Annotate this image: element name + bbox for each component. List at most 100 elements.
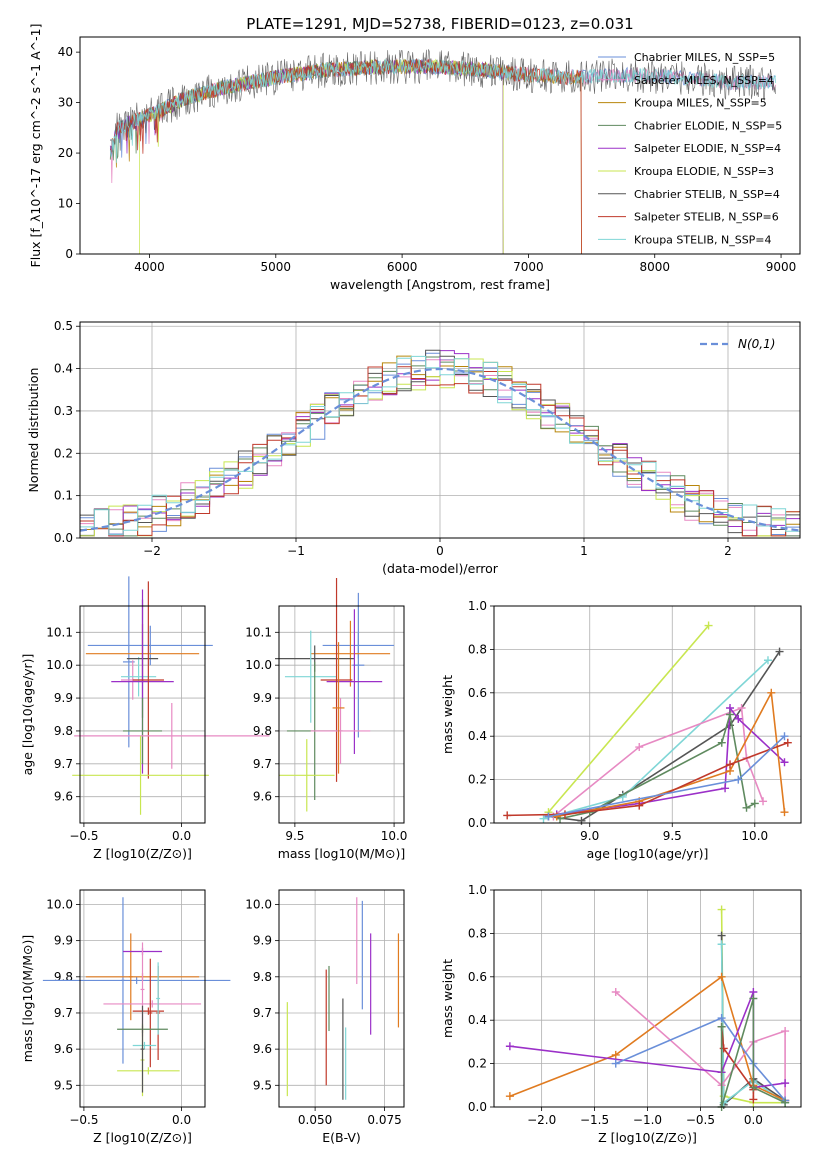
weight-series-line: [547, 624, 710, 813]
y-tick-label: 0.0: [468, 816, 487, 830]
spectrum-legend: Chabrier MILES, N_SSP=5 Salpeter MILES, N…: [598, 51, 782, 246]
y-tick-label: 1.0: [468, 883, 487, 897]
weight-point: [577, 816, 586, 825]
y-tick-label: 10.0: [245, 897, 272, 911]
y-tick-label: 10.0: [245, 658, 272, 672]
weight-lines: [503, 621, 792, 825]
y-tick-label: 0.8: [468, 642, 487, 656]
residuals-histogram-panel: −2 −1 0 1 2 0.0 0.1 0.2 0.3 0.4 0.5 (data-model)/er…: [26, 319, 801, 576]
weight-point: [726, 760, 735, 769]
weight-point: [749, 994, 758, 1003]
x-tick-label: 10.0: [381, 829, 408, 843]
plot-frame: [79, 321, 801, 539]
y-tick-label: 9.7: [54, 757, 73, 771]
spectrum-panel: 4000 5000 6000 7000 8000 9000 0 10 20 30 40 wavelen…: [28, 24, 801, 292]
y-tick-label: 9.9: [54, 934, 73, 948]
mass-vs-metallicity-panel: −0.5 0.0 9.5 9.6 9.7 9.8 9.9 10.0 Z [log10(Z/Z⊙)…: [20, 889, 231, 1145]
x-tick-label: 9.5: [663, 829, 682, 843]
x-tick-label: 7000: [513, 260, 544, 274]
y-tick-label: 9.5: [253, 1078, 272, 1092]
weight-point: [539, 814, 548, 823]
weight-point: [781, 1098, 790, 1107]
weight-point: [750, 799, 759, 808]
spectrum-line: [109, 59, 777, 163]
x-tick-label: 0.0: [744, 1113, 763, 1127]
y-tick-label: 0.1: [54, 489, 73, 503]
weight-point: [726, 710, 735, 719]
error-bars: [72, 576, 270, 815]
weight-point: [505, 1042, 514, 1051]
legend-entry: Chabrier ELODIE, N_SSP=5: [634, 119, 782, 132]
x-tick-label: 4000: [134, 260, 165, 274]
weight-point: [737, 703, 746, 712]
age-vs-mass-panel: 9.5 10.0 9.6 9.7 9.8 9.9 10.0 10.1 mass [log10(M…: [245, 578, 407, 861]
ticks: −2 −1 0 1 2 0.0 0.1 0.2 0.3 0.4 0.5: [54, 319, 732, 558]
y-tick-label: 40: [58, 45, 73, 59]
error-bars: [275, 578, 395, 812]
weight-point: [635, 743, 644, 752]
weight-point: [717, 1014, 726, 1023]
y-axis-label: mass weight: [440, 675, 455, 754]
ticks: 0.050 0.075 9.5 9.6 9.7 9.8 9.9 10.0: [245, 897, 401, 1127]
spectrum-lines: [109, 49, 777, 254]
y-tick-label: 10.0: [46, 897, 73, 911]
grid: [494, 605, 801, 824]
x-tick-label: 0.0: [172, 1113, 191, 1127]
x-tick-label: 2: [724, 544, 732, 558]
weight-point: [717, 905, 726, 914]
y-tick-label: 9.6: [253, 790, 272, 804]
weight-point: [775, 647, 784, 656]
y-tick-label: 9.8: [253, 970, 272, 984]
y-axis-label: Flux [f_λ10^-17 erg cm^-2 s^-1 A^-1]: [28, 24, 43, 268]
legend-entry: Kroupa ELODIE, N_SSP=3: [634, 165, 774, 178]
weight-series-line: [615, 1017, 786, 1102]
x-tick-label: 5000: [261, 260, 292, 274]
x-axis-label: Z [log10(Z/Z⊙)]: [93, 846, 192, 861]
weight-point: [635, 801, 644, 810]
gaussian-curve: [80, 367, 800, 532]
y-tick-label: 10.1: [245, 625, 272, 639]
weight-point: [611, 987, 620, 996]
plot-frame: [493, 605, 802, 824]
x-tick-label: 1: [580, 544, 588, 558]
weight-point: [717, 972, 726, 981]
x-tick-label: −1.5: [580, 1113, 609, 1127]
y-tick-label: 9.7: [54, 1006, 73, 1020]
weight-point: [721, 784, 730, 793]
plot-frame: [79, 889, 206, 1108]
weight-point: [717, 738, 726, 747]
y-tick-label: 0.4: [468, 1013, 487, 1027]
spectrum-line: [109, 58, 504, 254]
weight-point: [767, 688, 776, 697]
plot-frame: [79, 605, 206, 824]
weight-point: [717, 931, 726, 940]
x-axis-label: Z [log10(Z/Z⊙)]: [93, 1130, 192, 1145]
grid: [279, 890, 404, 1107]
plot-frame: [278, 889, 405, 1108]
weight-point: [749, 1095, 758, 1104]
weight-point: [734, 775, 743, 784]
spectrum-line: [109, 59, 582, 254]
weight-point: [763, 656, 772, 665]
error-bars: [42, 897, 231, 1097]
weight-point: [759, 797, 768, 806]
y-tick-label: 9.9: [54, 691, 73, 705]
y-tick-label: 0.6: [468, 686, 487, 700]
y-axis-label: mass weight: [440, 959, 455, 1038]
y-tick-label: 9.8: [253, 724, 272, 738]
legend-entry: Salpeter ELODIE, N_SSP=4: [634, 142, 781, 155]
legend-entry: Salpeter STELIB, N_SSP=6: [634, 211, 779, 224]
age-vs-metallicity-panel: −0.5 0.0 9.6 9.7 9.8 9.9 10.0 10.1 Z [log10(Z/Z⊙…: [20, 576, 270, 861]
y-tick-label: 0.2: [468, 1057, 487, 1071]
x-tick-label: 9.0: [580, 829, 599, 843]
y-tick-label: 9.8: [54, 970, 73, 984]
histogram-series: [80, 358, 800, 537]
x-axis-label: E(B-V): [322, 1130, 361, 1145]
x-tick-label: −1: [287, 544, 305, 558]
y-tick-label: 0.2: [468, 773, 487, 787]
weight-point: [717, 940, 726, 949]
error-bars: [286, 897, 400, 1100]
weight-point: [781, 1079, 790, 1088]
histogram-series: [80, 355, 800, 536]
x-tick-label: 0.0: [172, 829, 191, 843]
